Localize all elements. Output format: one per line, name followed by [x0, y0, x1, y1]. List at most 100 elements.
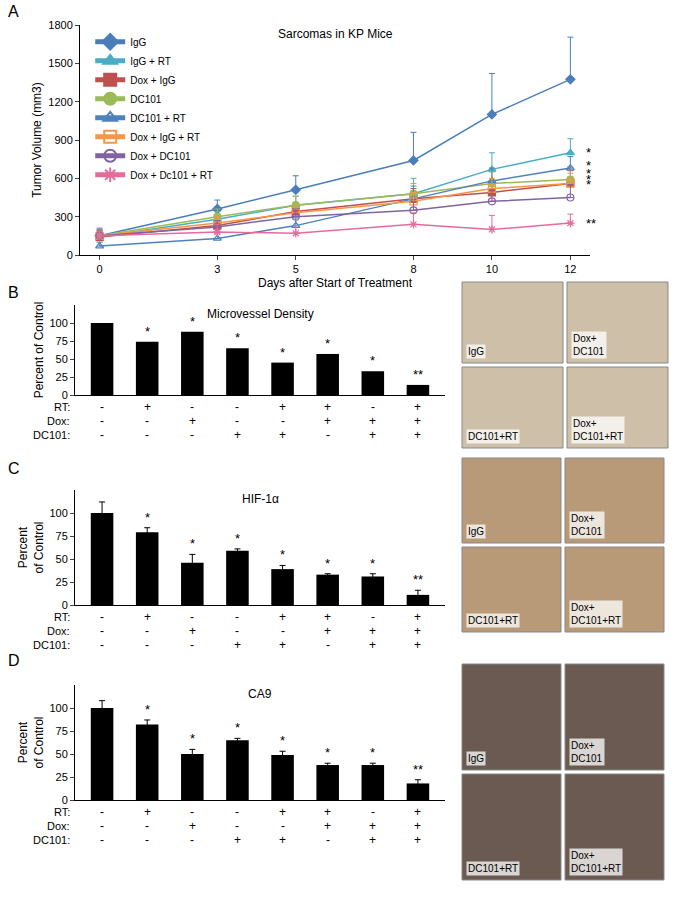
svg-text:+: +: [414, 624, 421, 638]
svg-text:-: -: [281, 624, 285, 638]
svg-text:+: +: [369, 428, 376, 442]
svg-text:-: -: [100, 833, 104, 847]
svg-text:Dox+DC101: Dox+DC101: [571, 513, 603, 537]
svg-text:75: 75: [56, 725, 68, 737]
svg-text:+: +: [279, 638, 286, 652]
svg-text:-: -: [190, 833, 194, 847]
svg-text:-: -: [190, 400, 194, 414]
svg-text:-: -: [100, 819, 104, 833]
svg-text:DC101: DC101: [130, 94, 162, 105]
svg-text:+: +: [234, 833, 241, 847]
svg-text:Dox+DC101: Dox+DC101: [571, 740, 603, 764]
svg-text:+: +: [189, 819, 196, 833]
svg-text:25: 25: [56, 771, 68, 783]
svg-text:+: +: [369, 624, 376, 638]
svg-text:**: **: [413, 572, 423, 587]
svg-text:*: *: [325, 336, 330, 351]
svg-text:Percent of Control: Percent of Control: [32, 302, 46, 399]
svg-text:Dox+DC101+RT: Dox+DC101+RT: [571, 602, 621, 626]
svg-text:+: +: [279, 805, 286, 819]
svg-text:A: A: [8, 3, 19, 20]
svg-text:DC101+RT: DC101+RT: [468, 863, 518, 874]
svg-text:+: +: [189, 624, 196, 638]
svg-text:-: -: [100, 428, 104, 442]
svg-text:-: -: [190, 428, 194, 442]
svg-text:1200: 1200: [48, 96, 72, 108]
svg-text:*: *: [235, 330, 240, 345]
svg-text:+: +: [324, 414, 331, 428]
svg-text:Dox + Dc101 + RT: Dox + Dc101 + RT: [130, 170, 213, 181]
svg-text:*: *: [586, 158, 591, 173]
svg-text:*: *: [280, 733, 285, 748]
svg-text:100: 100: [49, 317, 67, 329]
svg-text:**: **: [586, 216, 596, 231]
svg-text:+: +: [279, 610, 286, 624]
svg-text:+: +: [234, 638, 241, 652]
svg-text:3: 3: [214, 263, 220, 275]
svg-text:+: +: [414, 400, 421, 414]
svg-text:*: *: [280, 345, 285, 360]
svg-text:Percentof Control: Percentof Control: [16, 716, 46, 768]
svg-text:-: -: [371, 400, 375, 414]
svg-text:300: 300: [54, 211, 72, 223]
svg-text:+: +: [279, 833, 286, 847]
svg-text:RT:: RT:: [54, 401, 70, 413]
svg-text:IgG: IgG: [130, 37, 146, 48]
svg-text:DC101+RT: DC101+RT: [468, 615, 518, 626]
svg-text:+: +: [144, 610, 151, 624]
svg-text:+: +: [279, 400, 286, 414]
svg-text:Dox + IgG: Dox + IgG: [130, 75, 176, 86]
svg-text:*: *: [370, 556, 375, 571]
svg-text:+: +: [414, 638, 421, 652]
svg-text:Dox:: Dox:: [47, 625, 70, 637]
svg-text:B: B: [8, 284, 19, 301]
svg-text:Dox:: Dox:: [47, 820, 70, 832]
svg-text:10: 10: [486, 263, 498, 275]
svg-text:Dox+DC101+RT: Dox+DC101+RT: [573, 418, 623, 442]
svg-text:25: 25: [56, 371, 68, 383]
svg-text:Dox+DC101: Dox+DC101: [573, 333, 605, 357]
svg-text:0: 0: [97, 263, 103, 275]
svg-text:50: 50: [56, 748, 68, 760]
svg-text:-: -: [190, 638, 194, 652]
svg-text:Sarcomas in KP Mice: Sarcomas in KP Mice: [278, 27, 393, 41]
svg-text:*: *: [145, 324, 150, 339]
svg-text:-: -: [145, 428, 149, 442]
svg-text:+: +: [414, 414, 421, 428]
svg-text:+: +: [414, 610, 421, 624]
svg-text:100: 100: [49, 702, 67, 714]
svg-text:+: +: [369, 638, 376, 652]
svg-text:1800: 1800: [48, 19, 72, 31]
svg-text:Tumor Volume (mm3): Tumor Volume (mm3): [30, 82, 44, 198]
svg-text:+: +: [324, 610, 331, 624]
svg-text:0: 0: [62, 389, 68, 401]
svg-text:100: 100: [49, 507, 67, 519]
svg-text:DC101:: DC101:: [33, 639, 70, 651]
svg-text:-: -: [190, 805, 194, 819]
svg-text:IgG: IgG: [468, 526, 484, 537]
svg-text:IgG: IgG: [468, 346, 484, 357]
svg-text:+: +: [324, 400, 331, 414]
svg-text:Microvessel Density: Microvessel Density: [207, 307, 314, 321]
svg-text:-: -: [235, 624, 239, 638]
svg-text:-: -: [235, 819, 239, 833]
svg-text:*: *: [190, 731, 195, 746]
svg-text:RT:: RT:: [54, 611, 70, 623]
svg-text:Dox:: Dox:: [47, 415, 70, 427]
svg-text:-: -: [235, 805, 239, 819]
svg-text:12: 12: [564, 263, 576, 275]
svg-text:*: *: [586, 166, 591, 181]
svg-text:0: 0: [62, 794, 68, 806]
svg-text:0: 0: [67, 249, 73, 261]
svg-text:Days after Start of Treatment: Days after Start of Treatment: [258, 276, 413, 290]
svg-text:-: -: [281, 414, 285, 428]
svg-text:*: *: [235, 531, 240, 546]
svg-text:Dox + DC101: Dox + DC101: [130, 151, 191, 162]
svg-text:*: *: [586, 145, 591, 160]
svg-text:DC101:: DC101:: [33, 429, 70, 441]
svg-text:+: +: [144, 400, 151, 414]
svg-text:+: +: [414, 819, 421, 833]
svg-text:*: *: [586, 177, 591, 192]
svg-text:8: 8: [410, 263, 416, 275]
svg-text:IgG: IgG: [468, 753, 484, 764]
